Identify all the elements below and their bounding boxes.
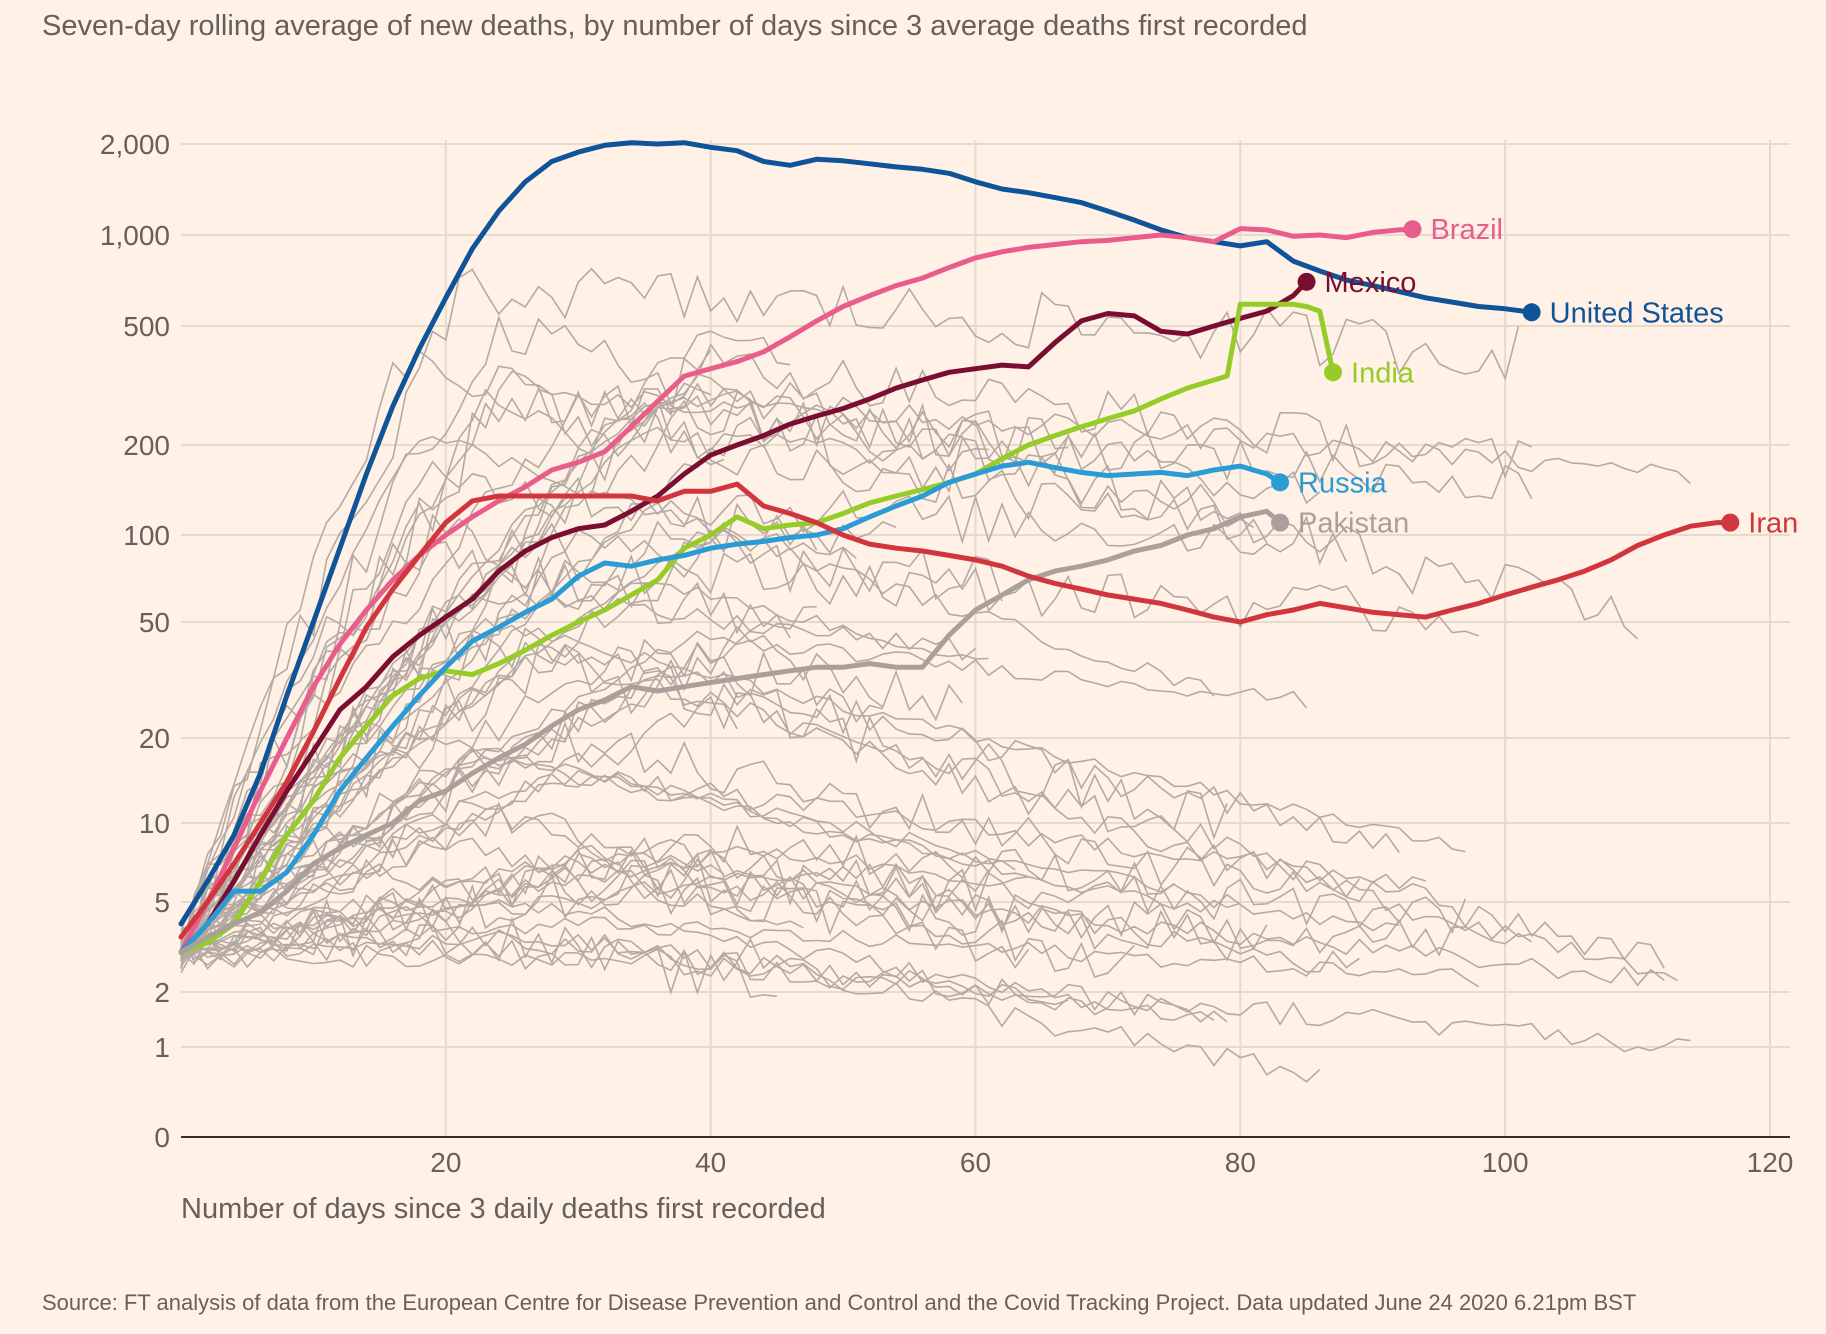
y-tick-label: 5 bbox=[154, 887, 170, 918]
other-country-line bbox=[180, 941, 1691, 1053]
series-line-russia bbox=[178, 459, 1283, 955]
other-country-line bbox=[180, 824, 1175, 963]
other-country-line bbox=[180, 460, 1348, 969]
series-line-united-states bbox=[178, 140, 1535, 927]
chart-subtitle: Seven-day rolling average of new deaths,… bbox=[42, 10, 1308, 42]
series-line-brazil bbox=[178, 226, 1415, 955]
series-line-pakistan bbox=[178, 508, 1283, 955]
series-label: Russia bbox=[1298, 467, 1388, 499]
other-country-line bbox=[180, 935, 1321, 1083]
series-end-marker bbox=[1271, 473, 1290, 492]
other-country-line bbox=[180, 899, 1215, 1021]
other-country-line bbox=[180, 836, 804, 962]
other-country-line bbox=[180, 625, 963, 960]
series-label: United States bbox=[1550, 297, 1724, 329]
series-end-marker bbox=[1324, 363, 1343, 382]
other-country-line bbox=[180, 349, 778, 957]
y-tick-label: 500 bbox=[123, 311, 170, 342]
x-tick-label: 60 bbox=[960, 1147, 991, 1178]
series-label: Iran bbox=[1748, 508, 1798, 540]
source-note: Source: FT analysis of data from the Eur… bbox=[42, 1290, 1637, 1315]
other-country-line bbox=[180, 916, 1480, 988]
y-tick-label: 200 bbox=[123, 430, 170, 461]
other-country-line bbox=[180, 521, 725, 958]
axis-layer: 0 1 2 5 10 20 50 100 200 500 1,000 2,000 20 40 60 80 100… bbox=[100, 129, 1793, 1178]
y-tick-label: 0 bbox=[154, 1122, 170, 1153]
other-country-line bbox=[180, 390, 1692, 945]
other-country-line bbox=[180, 641, 1678, 982]
x-tick-label: 20 bbox=[430, 1147, 461, 1178]
highlighted-series-layer: United States Brazil Mexico India Russia Paki… bbox=[178, 140, 1798, 955]
x-tick-label: 100 bbox=[1482, 1147, 1529, 1178]
series-line-iran bbox=[178, 481, 1733, 940]
x-tick-label: 120 bbox=[1747, 1147, 1794, 1178]
series-label: India bbox=[1351, 357, 1415, 389]
other-country-line bbox=[180, 731, 1400, 947]
other-country-line bbox=[180, 852, 1467, 964]
y-tick-label: 50 bbox=[139, 607, 170, 638]
other-country-line bbox=[180, 769, 1029, 956]
other-country-line bbox=[180, 848, 990, 952]
other-country-line bbox=[180, 382, 1321, 942]
y-tick-label: 1 bbox=[154, 1032, 170, 1063]
series-end-marker bbox=[1297, 272, 1316, 291]
series-label: Mexico bbox=[1325, 267, 1417, 299]
series-end-marker bbox=[1271, 513, 1290, 532]
other-country-line bbox=[180, 342, 1533, 954]
y-tick-label: 2 bbox=[154, 977, 170, 1008]
series-end-marker bbox=[1522, 303, 1541, 322]
other-country-line bbox=[180, 315, 1639, 960]
other-country-line bbox=[180, 720, 1361, 941]
y-tick-label: 100 bbox=[123, 520, 170, 551]
other-country-line bbox=[180, 384, 1533, 942]
other-country-line bbox=[180, 267, 1520, 931]
series-line-india bbox=[178, 301, 1336, 955]
series-end-marker bbox=[1721, 513, 1740, 532]
other-country-line bbox=[180, 862, 1533, 970]
grid-layer bbox=[181, 140, 1790, 1137]
y-tick-label: 2,000 bbox=[100, 129, 170, 160]
other-country-line bbox=[180, 852, 1268, 966]
series-end-marker bbox=[1403, 220, 1422, 239]
y-tick-label: 10 bbox=[139, 808, 170, 839]
other-country-line bbox=[180, 390, 1069, 943]
other-country-line bbox=[180, 388, 1268, 944]
other-country-line bbox=[180, 801, 1030, 969]
other-country-line bbox=[180, 748, 1016, 956]
x-axis-title: Number of days since 3 daily deaths firs… bbox=[181, 1193, 826, 1225]
other-country-line bbox=[180, 674, 738, 956]
other-country-line bbox=[180, 552, 1479, 947]
other-country-line bbox=[180, 646, 1400, 959]
other-country-line bbox=[180, 845, 1241, 957]
series-line-mexico bbox=[178, 279, 1309, 955]
x-tick-label: 40 bbox=[695, 1147, 726, 1178]
other-country-line bbox=[180, 617, 1466, 950]
y-tick-label: 1,000 bbox=[100, 220, 170, 251]
series-label: Brazil bbox=[1430, 214, 1503, 246]
other-country-line bbox=[180, 930, 1069, 1006]
y-tick-label: 20 bbox=[139, 723, 170, 754]
other-country-line bbox=[180, 864, 1135, 978]
other-country-line bbox=[180, 592, 977, 946]
x-tick-label: 80 bbox=[1225, 1147, 1256, 1178]
other-country-line bbox=[180, 872, 1665, 987]
other-country-line bbox=[180, 513, 1003, 947]
background-series-layer bbox=[180, 267, 1692, 1083]
series-label: Pakistan bbox=[1298, 508, 1409, 540]
